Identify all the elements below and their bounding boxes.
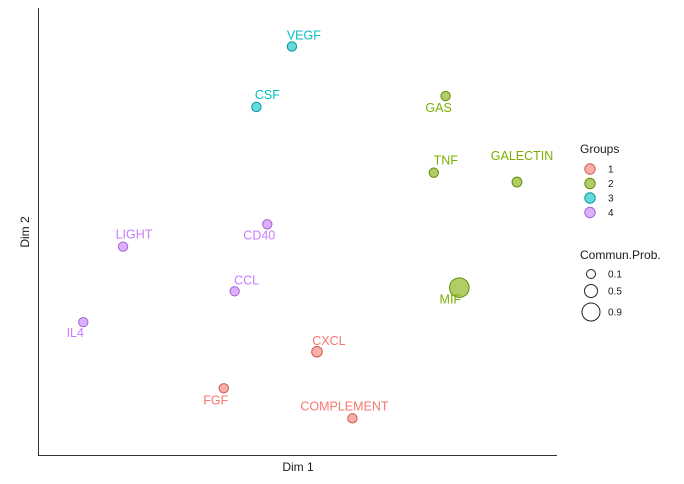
point-label-tnf: TNF <box>434 154 459 168</box>
x-axis-title: Dim 1 <box>282 460 314 474</box>
groups-legend-key-4 <box>584 206 596 219</box>
point-ccl <box>229 286 240 297</box>
groups-legend-label-3: 3 <box>608 194 614 205</box>
size-legend: Commun.Prob. 0.1 0.5 0.9 <box>580 248 661 322</box>
groups-legend-key-1 <box>584 163 596 175</box>
size-legend-label-0.1: 0.1 <box>608 270 622 281</box>
point-label-vegf: VEGF <box>287 28 321 42</box>
point-fgf <box>218 383 229 394</box>
point-mif <box>449 277 470 298</box>
point-label-csf: CSF <box>255 88 280 102</box>
point-gas <box>440 90 451 102</box>
point-label-mif: MIF <box>440 293 462 307</box>
point-il4 <box>78 316 89 328</box>
groups-legend-title: Groups <box>580 142 619 156</box>
size-legend-key-0.1 <box>586 269 596 279</box>
size-legend-label-0.9: 0.9 <box>608 308 622 319</box>
point-label-light: LIGHT <box>116 228 153 242</box>
groups-legend-key-2 <box>584 177 596 190</box>
point-tnf <box>428 167 439 178</box>
groups-legend-label-1: 1 <box>608 165 614 176</box>
point-label-il4: IL4 <box>67 326 84 340</box>
point-vegf <box>286 41 298 52</box>
groups-legend: Groups 1 2 3 4 <box>580 142 619 219</box>
size-legend-key-0.9 <box>581 302 601 322</box>
groups-legend-label-2: 2 <box>608 179 614 190</box>
point-cxcl <box>311 345 323 358</box>
point-label-cxcl: CXCL <box>312 334 345 348</box>
point-galectin <box>511 176 523 188</box>
points-layer <box>78 41 523 424</box>
point-cd40 <box>262 219 273 230</box>
size-legend-key-0.5 <box>584 284 598 298</box>
size-legend-label-0.5: 0.5 <box>608 287 622 298</box>
groups-legend-label-4: 4 <box>608 208 614 219</box>
point-label-fgf: FGF <box>203 393 228 407</box>
point-complement <box>347 413 358 424</box>
point-label-complement: COMPLEMENT <box>300 399 389 413</box>
point-label-galectin: GALECTIN <box>491 149 554 163</box>
point-csf <box>251 101 262 113</box>
point-label-ccl: CCL <box>234 273 259 287</box>
size-legend-title: Commun.Prob. <box>580 248 661 262</box>
point-light <box>117 241 129 252</box>
groups-legend-key-3 <box>584 192 596 204</box>
point-label-gas: GAS <box>425 101 451 115</box>
labels-layer: VEGF GAS CSF TNF GALECTIN CD40 LIGHT MIF CCL IL4 C… <box>67 28 554 413</box>
axes: Dim 1 Dim 2 <box>18 8 557 474</box>
y-axis-title: Dim 2 <box>18 216 32 248</box>
point-label-cd40: CD40 <box>243 228 275 242</box>
